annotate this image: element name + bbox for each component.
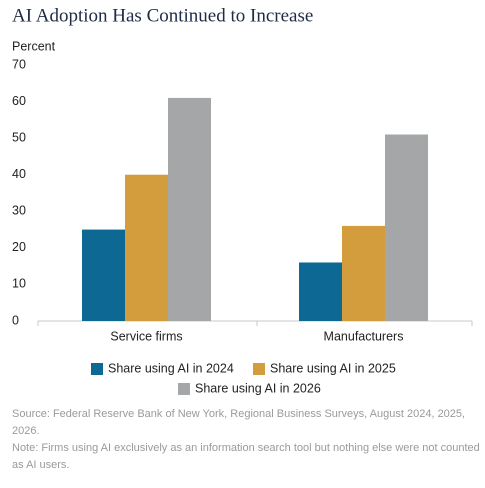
bar xyxy=(168,97,211,322)
footnote: Note: Firms using AI exclusively as an i… xyxy=(12,442,480,471)
y-tick-label: 20 xyxy=(12,240,26,254)
source-note: Source: Federal Reserve Bank of New York… xyxy=(12,408,466,437)
legend-swatch xyxy=(253,363,265,375)
legend-swatch xyxy=(178,383,190,395)
chart-title: AI Adoption Has Continued to Increase xyxy=(12,5,313,26)
x-tick-label: Service firms xyxy=(110,329,182,343)
y-tick-label: 50 xyxy=(12,130,26,144)
y-tick-label: 30 xyxy=(12,204,26,218)
bar xyxy=(342,225,385,321)
bar xyxy=(125,174,168,321)
chart: AI Adoption Has Continued to Increase Pe… xyxy=(12,5,473,395)
bar xyxy=(385,134,428,321)
y-tick-label: 40 xyxy=(12,167,26,181)
x-tick-label: Manufacturers xyxy=(324,329,404,343)
bar xyxy=(82,229,125,321)
y-axis-label: Percent xyxy=(12,39,56,53)
legend-swatch xyxy=(91,363,103,375)
legend-label: Share using AI in 2026 xyxy=(195,381,321,395)
y-tick-label: 60 xyxy=(12,94,26,108)
y-tick-label: 0 xyxy=(12,313,19,327)
legend-label: Share using AI in 2025 xyxy=(270,361,396,375)
bar xyxy=(299,262,342,321)
y-tick-label: 70 xyxy=(12,57,26,71)
y-tick-label: 10 xyxy=(12,277,26,291)
legend-label: Share using AI in 2024 xyxy=(108,361,234,375)
